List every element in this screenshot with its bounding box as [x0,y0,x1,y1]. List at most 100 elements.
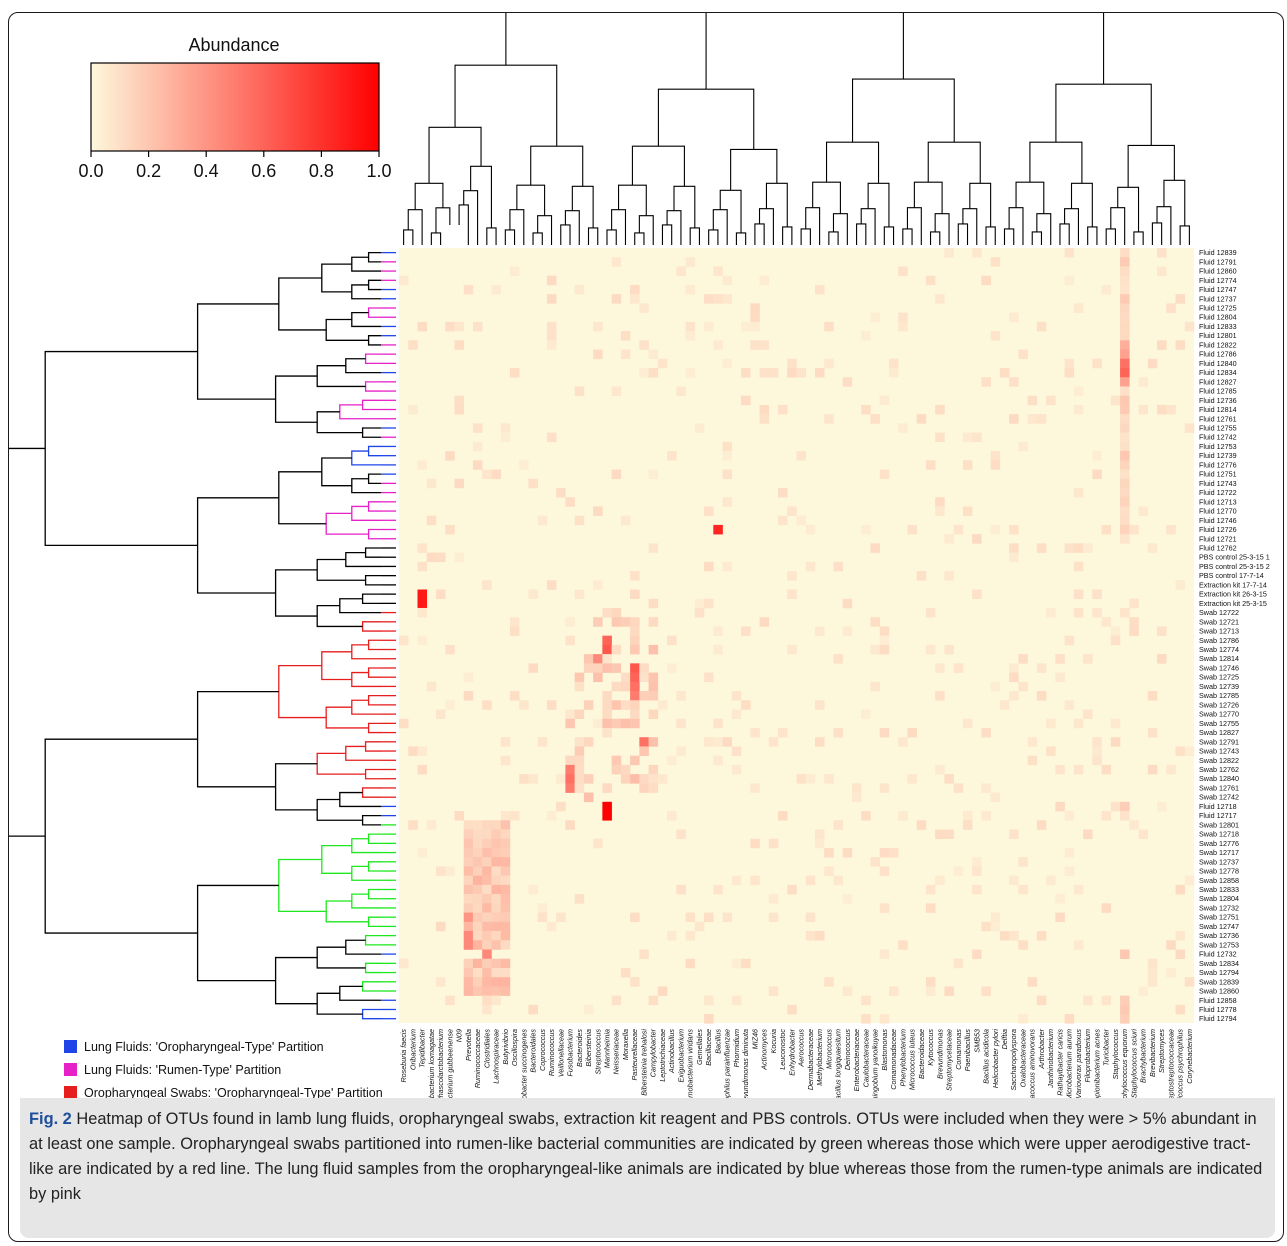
heatmap-cell [953,783,964,793]
heatmap-cell [426,820,437,830]
column-label: Peptostreptococcaceae [1166,1029,1175,1098]
heatmap-cell [1120,423,1130,433]
heatmap-cell [713,644,723,655]
heatmap-cell [593,617,603,627]
heatmap-cell [491,940,501,950]
heatmap-cell [953,866,964,876]
heatmap-cell [399,635,409,646]
column-label: Leuconostoc [778,1029,787,1070]
heatmap-cell [731,709,742,720]
heatmap-cell [435,866,446,876]
heatmap-cell [620,349,631,360]
heatmap-cell [1120,515,1130,526]
row-label: Swab 12725 [1199,673,1239,682]
heatmap-cell [1009,552,1019,563]
heatmap-cell [1147,977,1158,987]
column-dendrogram-branch [673,185,696,228]
heatmap-cell [972,866,982,876]
heatmap-cell [1157,404,1167,415]
heatmap-cell [472,423,483,433]
color-key-tick-label: 0.0 [78,161,103,181]
heatmap-cell [713,294,723,304]
heatmap-cell [546,340,557,350]
heatmap-cell [787,571,797,581]
heatmap-cell [750,838,760,849]
row-label: Swab 12833 [1199,885,1239,894]
heatmap-cell [1064,811,1075,821]
heatmap-cell [768,838,779,849]
heatmap-cell [620,515,631,526]
column-dendrogram-branch [765,182,788,227]
heatmap-cell [593,663,603,673]
heatmap-cell [435,552,446,563]
column-dendrogram-branch [430,232,442,245]
row-label: Fluid 12785 [1199,387,1237,396]
heatmap-cell [500,875,511,886]
column-label: Enterobacteriaceae [852,1029,861,1091]
row-dendrogram-branch [364,381,381,392]
column-dendrogram-branch [428,126,482,184]
column-label: Caulobacteraceae [861,1029,870,1087]
heatmap-cell [491,820,501,830]
heatmap-cell [1046,875,1056,886]
heatmap-cell [704,506,714,516]
heatmap-cell [648,367,659,378]
heatmap-cell [528,774,538,784]
heatmap-cell [1092,469,1102,480]
heatmap-cell [546,921,557,932]
column-label: Clostridiales [482,1029,491,1069]
heatmap-cell [574,894,585,904]
heatmap-cell [741,321,751,332]
heatmap-cell [879,949,890,960]
heatmap-cell [482,921,492,932]
heatmap-cell [1018,349,1028,360]
column-label: Methylobacterium komagatae [427,1029,436,1098]
heatmap-cell [519,774,529,784]
column-label: Paenibacillus [963,1029,972,1072]
heatmap-cell [500,423,511,433]
row-dendrogram-branch [367,722,381,734]
heatmap-cell [861,331,871,341]
heatmap-cell [528,1004,538,1015]
heatmap-cell [399,958,409,969]
heatmap-cell [1110,801,1121,812]
heatmap-cell [1166,967,1176,978]
figure-panel: Abundance 0.0 0.2 0.4 0.6 0.8 1.0 Fluid 12839… [8,12,1284,1242]
heatmap-cell [1110,737,1121,747]
heatmap-cell [1129,524,1139,535]
heatmap-cell [630,774,640,784]
row-label: Extraction kit 26-3-15 [1199,590,1267,599]
heatmap-cell [972,949,982,960]
heatmap-cell [814,367,825,378]
heatmap-cell [685,331,696,341]
heatmap-cell [500,884,511,895]
heatmap-cell [1184,321,1195,332]
column-dendrogram-branch [403,229,414,245]
row-label: Swab 12786 [1199,636,1239,645]
row-label: Swab 12717 [1199,848,1239,857]
row-dendrogram-branch [351,893,381,909]
heatmap-cell [870,617,880,627]
heatmap-cell [1138,986,1149,996]
column-dendrogram-branch [571,185,594,228]
heatmap-cell [935,663,945,673]
heatmap-cell [1092,358,1102,369]
heatmap-cell [990,792,1001,803]
heatmap-cell [741,700,751,710]
row-dendrogram-branch [321,457,352,487]
heatmap-cell [417,607,428,618]
row-dendrogram-branch [364,741,381,752]
heatmap-cell [704,737,714,747]
heatmap-cell [399,718,409,729]
heatmap-cell [916,820,927,830]
heatmap-cell [1120,607,1130,618]
row-label: Swab 12822 [1199,756,1239,765]
column-dendrogram-branch [867,182,890,227]
heatmap-cell [722,497,733,507]
heatmap-cell [1120,303,1130,313]
column-dendrogram-branch [969,182,992,227]
column-label: Bacteroidales [529,1029,538,1073]
heatmap-cell [463,940,474,950]
heatmap-cell [1092,589,1102,600]
heatmap-cell [648,349,659,360]
